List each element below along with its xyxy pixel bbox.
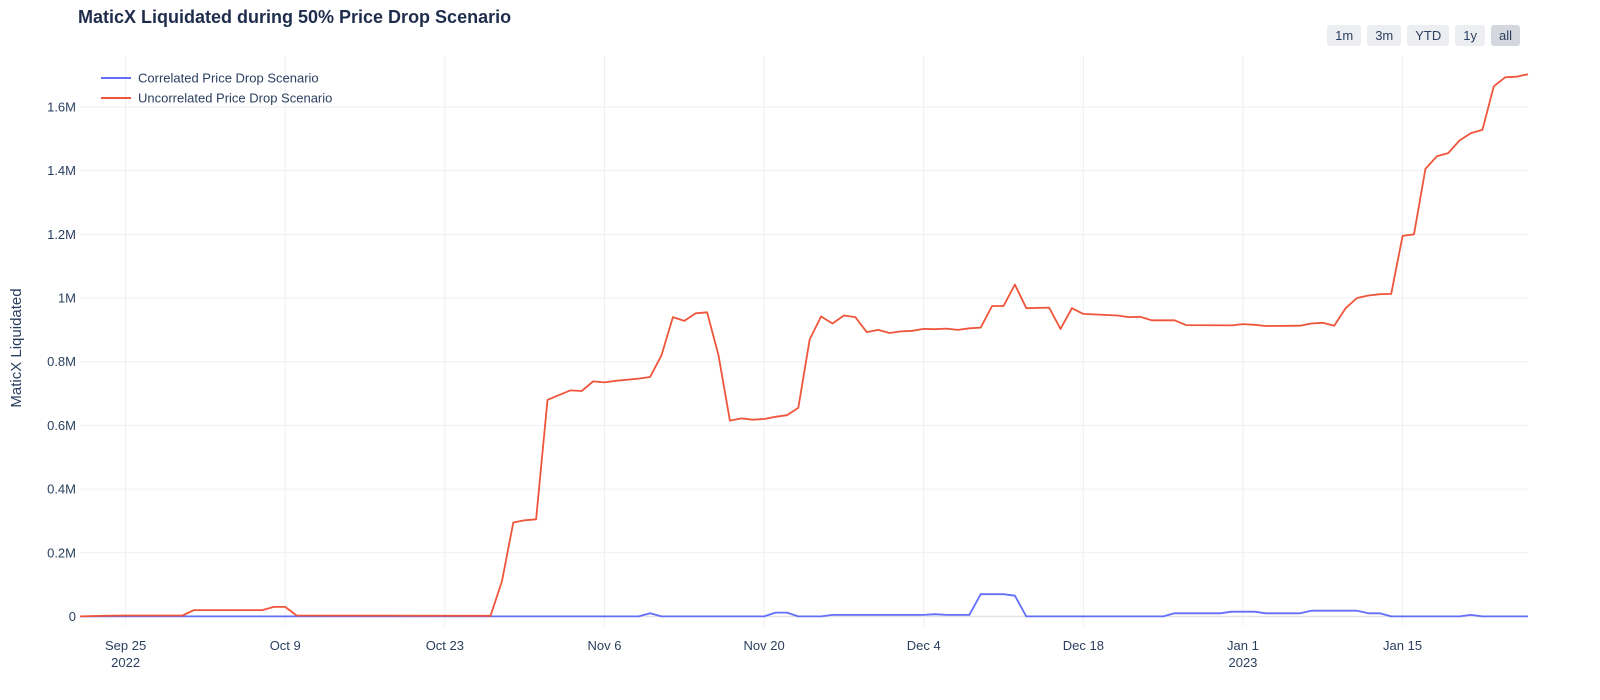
x-tick-label: Dec 18 <box>1063 638 1104 653</box>
y-tick-label: 1.6M <box>47 99 76 114</box>
chart-title: MaticX Liquidated during 50% Price Drop … <box>78 7 512 27</box>
y-tick-label: 1.2M <box>47 227 76 242</box>
series-line-correlated[interactable] <box>80 593 1528 618</box>
y-tick-label: 1.4M <box>47 163 76 178</box>
x-tick-label: Jan 1 <box>1227 638 1259 653</box>
legend-item[interactable]: Correlated Price Drop Scenario <box>101 71 319 86</box>
x-tick-label: Sep 25 <box>105 638 146 653</box>
x-tick-label: Nov 20 <box>743 638 784 653</box>
x-axis-ticks: Sep 25 2022 Oct 9 Oct 23 Nov 6 Nov 20 Dec 4 Dec… <box>105 638 1422 670</box>
y-tick-label: 0.6M <box>47 418 76 433</box>
y-tick-label: 0.2M <box>47 545 76 560</box>
x-tick-label: Dec 4 <box>907 638 941 653</box>
range-button-ytd[interactable]: YTD <box>1407 25 1450 46</box>
range-button-3m[interactable]: 3m <box>1367 25 1402 46</box>
legend-label: Correlated Price Drop Scenario <box>138 71 319 86</box>
x-tick-label: Nov 6 <box>587 638 621 653</box>
series-line-uncorrelated[interactable] <box>79 73 1529 618</box>
x-tick-year-label: 2022 <box>111 655 140 670</box>
legend-label: Uncorrelated Price Drop Scenario <box>138 91 332 106</box>
x-tick-label: Oct 9 <box>270 638 301 653</box>
x-tick-label: Jan 15 <box>1383 638 1422 653</box>
y-tick-label: 1M <box>58 291 76 306</box>
range-button-1m[interactable]: 1m <box>1327 25 1362 46</box>
y-tick-label: 0 <box>69 609 76 624</box>
series-lines <box>79 73 1529 618</box>
range-button-1y[interactable]: 1y <box>1455 25 1485 46</box>
legend-item[interactable]: Uncorrelated Price Drop Scenario <box>101 91 332 106</box>
y-axis-ticks: 0 0.2M 0.4M 0.6M 0.8M 1M 1.2M 1.4M 1.6M <box>47 99 76 623</box>
x-tick-label: Oct 23 <box>426 638 464 653</box>
y-tick-label: 0.4M <box>47 482 76 497</box>
legend: Correlated Price Drop Scenario Uncorrelat… <box>101 71 332 106</box>
range-selector: 1m 3m YTD 1y all <box>1327 25 1520 46</box>
x-tick-year-label: 2023 <box>1228 655 1257 670</box>
grid-lines <box>80 56 1528 626</box>
range-button-all[interactable]: all <box>1490 25 1520 46</box>
y-axis-title: MaticX Liquidated <box>8 288 25 407</box>
y-tick-label: 0.8M <box>47 354 76 369</box>
